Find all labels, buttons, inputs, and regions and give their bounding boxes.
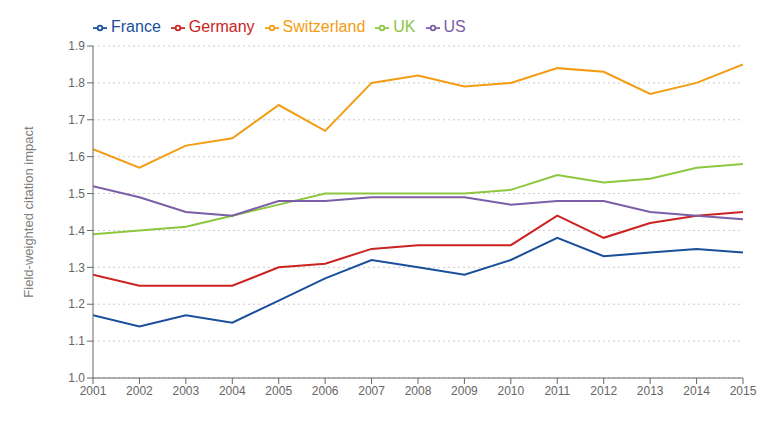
svg-text:1.2: 1.2	[68, 297, 85, 311]
html-text:Switzerland: Switzerland	[282, 18, 366, 35]
svg-text:2004: 2004	[219, 384, 246, 398]
svg-text:2014: 2014	[683, 384, 710, 398]
svg-text:2015: 2015	[730, 384, 757, 398]
svg-text:1.8: 1.8	[68, 76, 85, 90]
svg-text:Field-weighted citation impact: Field-weighted citation impact	[21, 126, 36, 298]
svg-text:2006: 2006	[312, 384, 339, 398]
svg-text:2009: 2009	[451, 384, 478, 398]
svg-text:1.6: 1.6	[68, 150, 85, 164]
html-text:US: US	[443, 18, 466, 35]
svg-text:1.3: 1.3	[68, 261, 85, 275]
svg-text:2013: 2013	[637, 384, 664, 398]
svg-text:2011: 2011	[544, 384, 570, 398]
svg-text:1.7: 1.7	[68, 113, 85, 127]
svg-text:2007: 2007	[358, 384, 385, 398]
svg-text:2010: 2010	[498, 384, 525, 398]
svg-text:1.5: 1.5	[68, 187, 85, 201]
svg-text:2008: 2008	[405, 384, 432, 398]
html-text:France: France	[111, 18, 161, 35]
svg-text:2005: 2005	[265, 384, 292, 398]
svg-text:1.4: 1.4	[68, 224, 85, 238]
svg-text:1.0: 1.0	[68, 371, 85, 385]
svg-text:2012: 2012	[590, 384, 617, 398]
svg-text:1.1: 1.1	[68, 334, 85, 348]
svg-text:2001: 2001	[80, 384, 107, 398]
html-text:UK: UK	[393, 18, 416, 35]
svg-text:1.9: 1.9	[68, 39, 85, 53]
html-text:Germany: Germany	[188, 18, 255, 35]
svg-text:2003: 2003	[173, 384, 200, 398]
svg-text:2002: 2002	[126, 384, 153, 398]
